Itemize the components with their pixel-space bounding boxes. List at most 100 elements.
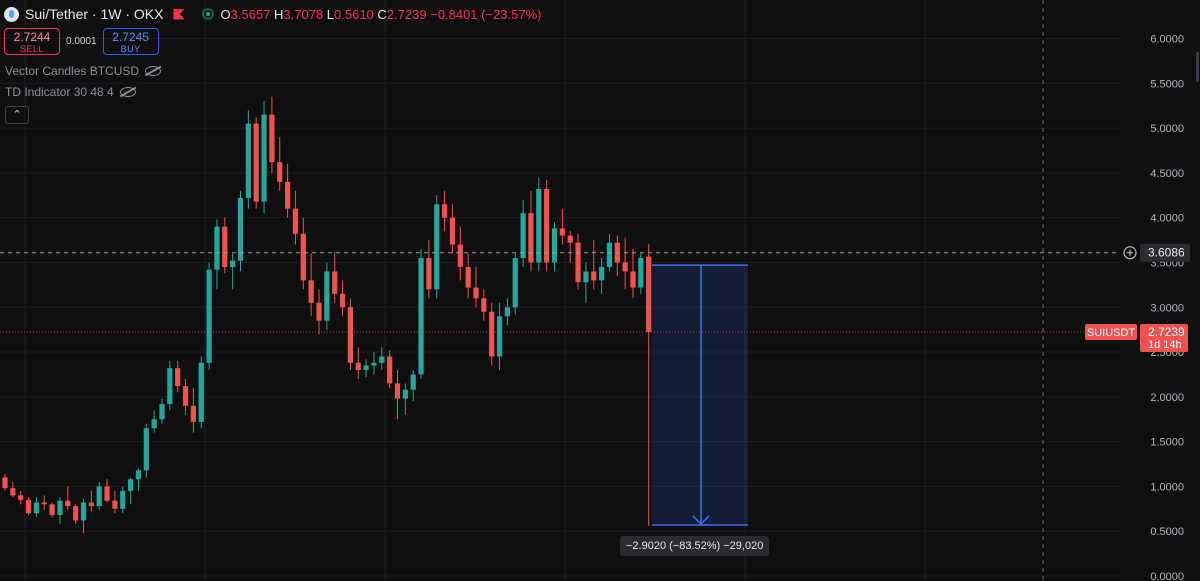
- candle-body: [112, 500, 118, 509]
- measure-area: [652, 265, 748, 525]
- candle-body: [300, 233, 306, 281]
- candle-body: [387, 356, 393, 384]
- flag-icon[interactable]: [173, 8, 185, 20]
- candle-body: [96, 486, 102, 507]
- candle-body: [277, 162, 283, 182]
- indicator-vector-candles[interactable]: Vector Candles BTCUSD: [5, 64, 162, 78]
- y-tick-label: 6.0000: [1150, 34, 1184, 46]
- measure-arrow-head: [692, 515, 710, 525]
- low-label: L: [326, 6, 335, 22]
- candle-body: [575, 242, 581, 283]
- candle-body: [57, 500, 63, 516]
- candle-body: [222, 226, 228, 267]
- collapse-indicators-button[interactable]: ⌃: [5, 106, 29, 124]
- candle-body: [33, 502, 39, 514]
- candle-body: [504, 307, 510, 317]
- chart-grid: [0, 0, 1120, 581]
- y-tick-label: 1.0000: [1150, 481, 1184, 493]
- candle-body: [143, 428, 149, 471]
- candle-body: [206, 269, 212, 363]
- candle-body: [606, 242, 613, 267]
- candle-body: [308, 280, 314, 303]
- eye-hidden-icon[interactable]: [119, 87, 136, 97]
- candle-body: [245, 123, 251, 198]
- buy-label: BUY: [120, 44, 141, 54]
- candle-body: [128, 479, 134, 491]
- candle-body: [638, 257, 644, 288]
- candle-body: [214, 226, 220, 270]
- axis-background: [1120, 0, 1200, 581]
- candle-body: [394, 383, 401, 399]
- last-price-label: 2.7239: [1148, 325, 1185, 339]
- y-tick-label: 0.5000: [1150, 526, 1184, 538]
- candle-body: [559, 228, 565, 236]
- ohlc-readout: O3.5657 H3.7078 L0.5610 C2.7239 −0.8401 …: [220, 7, 541, 22]
- candle-body: [567, 235, 573, 243]
- open-label: O: [220, 6, 231, 22]
- eye-hidden-icon[interactable]: [145, 66, 162, 76]
- candle-body: [457, 244, 463, 267]
- candle-body: [355, 362, 361, 370]
- candle-body: [646, 256, 652, 332]
- candle-body: [65, 500, 71, 507]
- change-value: −0.8401 (−23.57%): [430, 6, 542, 22]
- y-tick-label: 1.5000: [1150, 437, 1184, 449]
- buy-button[interactable]: 2.7245 BUY: [102, 28, 159, 55]
- candle-body: [442, 204, 448, 218]
- candle-body: [167, 368, 173, 404]
- sell-price: 2.7244: [13, 30, 51, 44]
- candle-body: [489, 311, 495, 357]
- close-label: C: [377, 6, 387, 22]
- candle-body: [528, 213, 534, 263]
- candle-body: [622, 262, 628, 272]
- indicator-label: TD Indicator 30 48 4: [5, 85, 114, 99]
- candle-body: [347, 307, 353, 363]
- high-label: H: [274, 6, 284, 22]
- candle-body: [2, 477, 8, 489]
- price-lines: [0, 0, 1120, 581]
- candle-body: [332, 271, 338, 294]
- candle-body: [544, 189, 550, 263]
- last-price-tag: [1140, 323, 1188, 352]
- candle-body: [402, 389, 408, 399]
- sell-button[interactable]: 2.7244 SELL: [4, 28, 60, 55]
- sui-logo-icon: [4, 6, 19, 22]
- market-status-icon[interactable]: [202, 8, 215, 20]
- candle-series: [2, 96, 652, 533]
- price-axis[interactable]: 6.00005.50005.00004.50004.00003.50003.00…: [1085, 0, 1200, 581]
- candle-body: [10, 488, 16, 496]
- indicator-td[interactable]: TD Indicator 30 48 4: [5, 85, 136, 99]
- y-tick-label: 4.0000: [1150, 213, 1184, 225]
- candle-body: [18, 495, 24, 500]
- y-tick-label: 2.0000: [1150, 392, 1184, 404]
- close-value: 2.7239: [386, 6, 427, 22]
- measure-label: −2.9020 (−83.52%) −29,020: [620, 536, 770, 556]
- candle-body: [41, 502, 47, 505]
- candle-body: [230, 260, 236, 267]
- candle-body: [88, 502, 94, 507]
- candle-body: [551, 228, 558, 263]
- symbol-title[interactable]: Sui/Tether · 1W · OKX: [25, 6, 164, 22]
- candle-body: [159, 404, 165, 420]
- crosshair-price-tag: [1140, 243, 1190, 262]
- candle-body: [292, 208, 299, 234]
- candle-body: [253, 123, 259, 202]
- candle-body: [80, 502, 87, 521]
- candle-body: [434, 204, 440, 290]
- candle-body: [520, 213, 526, 258]
- indicator-label: Vector Candles BTCUSD: [5, 64, 140, 78]
- candle-body: [449, 217, 456, 245]
- measure-tool[interactable]: [652, 264, 748, 526]
- candle-body: [418, 257, 424, 375]
- y-tick-label: 5.0000: [1150, 123, 1184, 135]
- y-tick-label: 0.0000: [1150, 571, 1184, 581]
- candle-body: [410, 374, 416, 390]
- symbol-tag: [1085, 323, 1137, 340]
- candle-body: [599, 266, 605, 281]
- open-value: 3.5657: [230, 6, 271, 22]
- candle-body: [261, 114, 267, 202]
- candle-body: [49, 504, 55, 516]
- candle-body: [473, 287, 479, 299]
- candle-body: [583, 271, 589, 283]
